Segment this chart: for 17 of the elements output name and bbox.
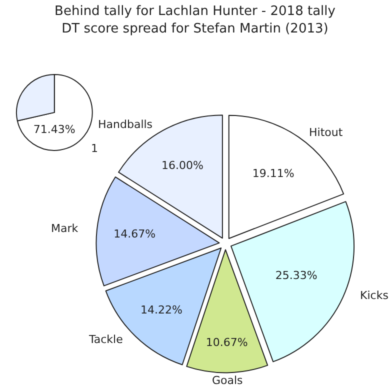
data-label: 10.67% — [206, 336, 248, 349]
data-label: 14.22% — [140, 303, 182, 316]
pie-slice — [16, 74, 93, 151]
slice-label: Mark — [51, 222, 79, 235]
slice-label: Goals — [212, 374, 244, 387]
slice-label: Tackle — [88, 333, 124, 346]
slice-label: Hitout — [309, 126, 344, 139]
data-label: 71.43% — [33, 122, 76, 136]
text: Behind tally for Lachlan Hunter - 2018 tally — [54, 4, 336, 19]
data-label: 25.33% — [275, 269, 318, 282]
data-label: 19.11% — [252, 167, 294, 180]
slice-label: Handballs — [98, 118, 153, 131]
slice-label: Kicks — [360, 289, 389, 302]
data-label: 16.00% — [161, 158, 204, 172]
data-label: 14.67% — [114, 228, 156, 241]
chart-title: DT score spread for Stefan Martin (2013) — [62, 22, 328, 36]
slice-label: 1 — [91, 142, 98, 155]
